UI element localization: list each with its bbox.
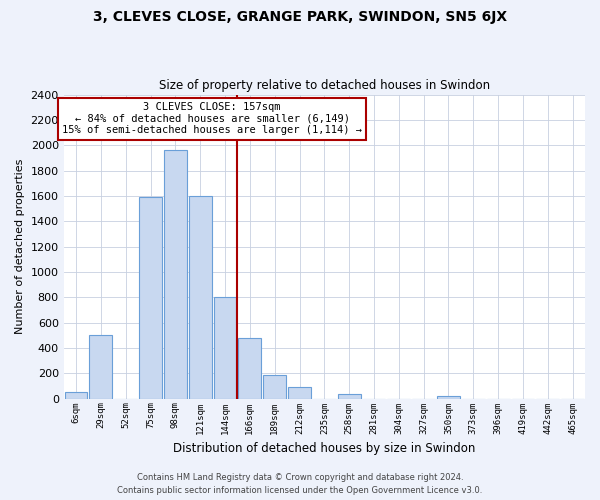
Bar <box>238 338 261 398</box>
Bar <box>164 150 187 398</box>
Bar <box>189 196 212 398</box>
Bar <box>263 374 286 398</box>
Bar <box>65 392 88 398</box>
Bar <box>214 298 236 398</box>
Bar <box>338 394 361 398</box>
Bar <box>139 197 162 398</box>
Text: Contains HM Land Registry data © Crown copyright and database right 2024.
Contai: Contains HM Land Registry data © Crown c… <box>118 474 482 495</box>
X-axis label: Distribution of detached houses by size in Swindon: Distribution of detached houses by size … <box>173 442 476 455</box>
Bar <box>288 386 311 398</box>
Bar <box>437 396 460 398</box>
Text: 3, CLEVES CLOSE, GRANGE PARK, SWINDON, SN5 6JX: 3, CLEVES CLOSE, GRANGE PARK, SWINDON, S… <box>93 10 507 24</box>
Y-axis label: Number of detached properties: Number of detached properties <box>15 159 25 334</box>
Text: 3 CLEVES CLOSE: 157sqm
← 84% of detached houses are smaller (6,149)
15% of semi-: 3 CLEVES CLOSE: 157sqm ← 84% of detached… <box>62 102 362 136</box>
Title: Size of property relative to detached houses in Swindon: Size of property relative to detached ho… <box>159 79 490 92</box>
Bar <box>89 334 112 398</box>
